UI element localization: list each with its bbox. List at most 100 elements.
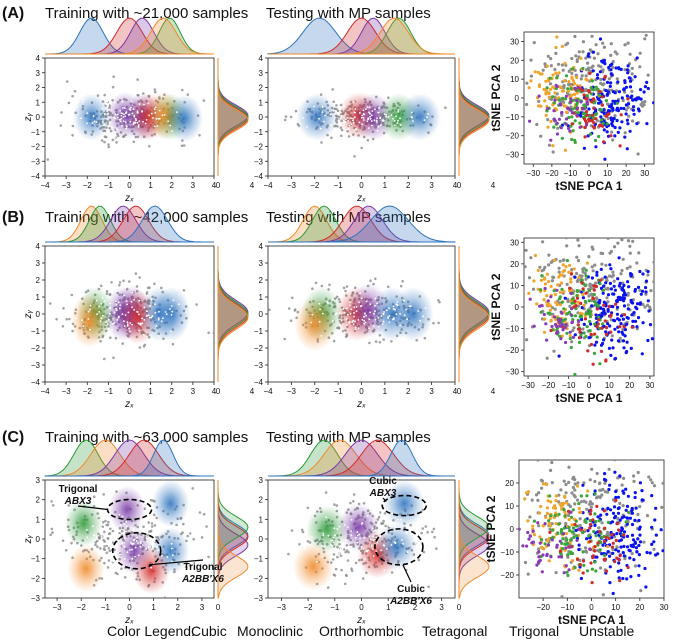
point-unstable (638, 288, 642, 292)
point-cubic (621, 551, 625, 555)
point-monoclinic (575, 75, 579, 80)
annotation-label: Cubic (369, 476, 397, 487)
point-orthorhombic (606, 520, 611, 525)
point-sample (370, 120, 373, 122)
point-unstable (107, 520, 110, 524)
point-cubic (593, 489, 597, 493)
point-trigonal (544, 322, 548, 326)
point-sample (114, 136, 116, 139)
point-unstable (486, 253, 489, 256)
point-sample (143, 306, 146, 309)
point-cubic (597, 301, 601, 305)
point-sample (373, 529, 376, 532)
annotation-ellipse (374, 528, 424, 566)
point-monoclinic (558, 273, 562, 277)
point-unstable (195, 303, 198, 306)
x-tick-label: −4 (263, 387, 273, 396)
point-cubic (594, 313, 598, 317)
point-trigonal (556, 330, 560, 334)
point-tetragonal (591, 518, 595, 522)
point-sample (320, 127, 322, 130)
density-cubic (383, 480, 425, 528)
point-orthorhombic (584, 312, 588, 316)
marg-tick-label: 0 (457, 387, 462, 396)
point-unstable (546, 457, 549, 460)
point-cubic (611, 305, 615, 309)
point-unstable (399, 284, 403, 288)
x-tick-label: −1 (104, 181, 114, 190)
point-orthorhombic (567, 525, 571, 530)
point-unstable (628, 265, 632, 269)
point-orthorhombic (571, 297, 575, 301)
point-cubic (617, 66, 621, 70)
marginal-y (217, 480, 249, 599)
point-unstable (659, 53, 662, 56)
point-unstable (531, 287, 536, 291)
point-cubic (620, 286, 625, 290)
marg-tick-label: 4 (250, 387, 255, 396)
point-sample (82, 325, 85, 327)
point-sample (178, 303, 180, 306)
point-unstable (557, 270, 561, 274)
point-cubic (624, 487, 628, 491)
point-unstable (656, 295, 659, 298)
x-tick-label: −3 (53, 603, 63, 612)
point-sample (110, 100, 112, 103)
point-unstable (349, 501, 352, 505)
point-sample (145, 507, 148, 509)
point-cubic (629, 300, 633, 304)
x-tick-label: −1 (104, 387, 114, 396)
point-tetragonal (579, 301, 583, 305)
point-monoclinic (577, 275, 581, 280)
point-cubic (591, 69, 595, 73)
point-sample (120, 112, 123, 115)
point-sample (106, 546, 108, 549)
point-trigonal (558, 102, 562, 106)
point-sample (171, 310, 174, 313)
point-cubic (609, 353, 613, 357)
point-unstable (592, 56, 597, 60)
point-unstable (601, 70, 605, 74)
x-tick-label: 0 (127, 603, 132, 612)
y-tick-label: −20 (500, 571, 514, 580)
point-sample (172, 299, 175, 302)
point-sample (191, 302, 194, 304)
point-cubic (574, 528, 578, 533)
point-unstable (107, 143, 110, 146)
point-sample (377, 325, 380, 328)
point-sample (138, 329, 140, 332)
point-sample (133, 308, 136, 311)
point-trigonal (549, 295, 553, 299)
point-sample (329, 124, 332, 127)
point-trigonal (543, 286, 547, 291)
point-unstable (582, 499, 586, 503)
point-sample (387, 316, 389, 318)
x-tick-label: −2 (83, 181, 93, 190)
point-sample (107, 105, 109, 108)
point-cubic (661, 549, 664, 553)
point-trigonal (540, 570, 544, 574)
point-unstable (667, 244, 670, 247)
point-unstable (668, 302, 671, 305)
point-unstable (182, 289, 186, 292)
point-tetragonal (618, 579, 622, 583)
point-unstable (420, 531, 423, 535)
plot-content (283, 88, 447, 158)
point-unstable (623, 43, 627, 47)
x-tick-label: −1 (334, 181, 344, 190)
point-orthorhombic (587, 299, 591, 303)
point-orthorhombic (583, 518, 587, 522)
point-unstable (626, 239, 631, 243)
point-orthorhombic (590, 567, 595, 571)
annotation-arrow (77, 505, 108, 511)
point-cubic (635, 302, 640, 306)
point-sample (139, 523, 142, 526)
point-sample (359, 552, 361, 554)
point-cubic (625, 94, 630, 98)
point-sample (393, 541, 396, 544)
point-unstable (336, 555, 339, 559)
y-axis-label: tSNE PCA 2 (484, 495, 498, 562)
density-cubic (375, 523, 417, 571)
point-cubic (622, 554, 626, 558)
